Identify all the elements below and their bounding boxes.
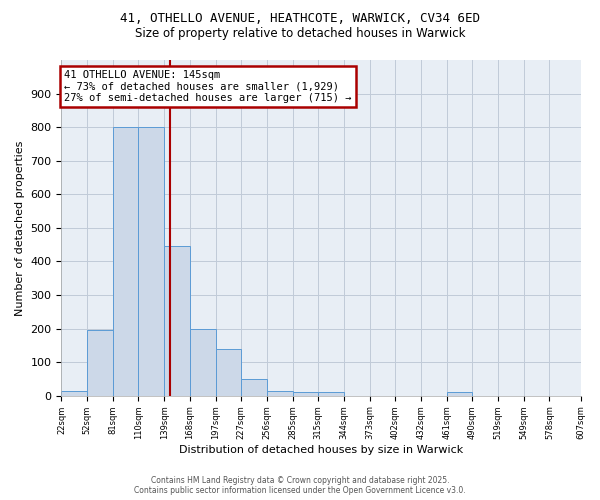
Bar xyxy=(164,246,190,396)
Text: Contains HM Land Registry data © Crown copyright and database right 2025.
Contai: Contains HM Land Registry data © Crown c… xyxy=(134,476,466,495)
Text: 41, OTHELLO AVENUE, HEATHCOTE, WARWICK, CV34 6ED: 41, OTHELLO AVENUE, HEATHCOTE, WARWICK, … xyxy=(120,12,480,26)
Bar xyxy=(61,390,87,396)
X-axis label: Distribution of detached houses by size in Warwick: Distribution of detached houses by size … xyxy=(179,445,463,455)
Bar xyxy=(241,379,267,396)
Text: 41 OTHELLO AVENUE: 145sqm
← 73% of detached houses are smaller (1,929)
27% of se: 41 OTHELLO AVENUE: 145sqm ← 73% of detac… xyxy=(64,70,352,103)
Bar xyxy=(113,127,139,396)
Bar xyxy=(215,348,241,396)
Bar xyxy=(139,127,164,396)
Text: Size of property relative to detached houses in Warwick: Size of property relative to detached ho… xyxy=(135,28,465,40)
Y-axis label: Number of detached properties: Number of detached properties xyxy=(15,140,25,316)
Bar xyxy=(190,328,215,396)
Bar xyxy=(267,390,293,396)
Bar xyxy=(293,392,318,396)
Bar xyxy=(318,392,344,396)
Bar xyxy=(87,330,113,396)
Bar xyxy=(447,392,472,396)
